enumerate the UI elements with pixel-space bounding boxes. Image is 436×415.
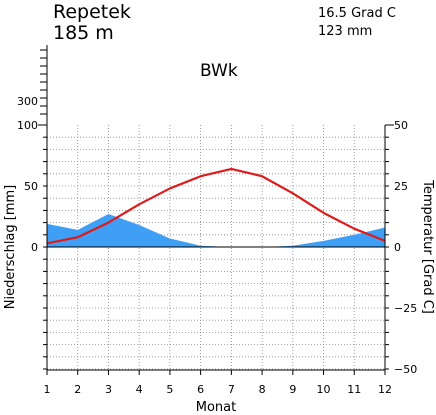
- axes: [38, 45, 394, 375]
- left-tick-label: 100: [17, 119, 38, 132]
- station-elevation: 185 m: [53, 22, 114, 44]
- annual-temperature: 16.5 Grad C: [318, 6, 396, 21]
- month-tick-label: 5: [166, 383, 173, 396]
- left-tick-label: 50: [24, 180, 38, 193]
- right-tick-label: 0: [394, 241, 401, 254]
- right-tick-label: 25: [394, 180, 408, 193]
- month-tick-label: 8: [259, 383, 266, 396]
- precipitation-area: [47, 214, 385, 247]
- grid: [47, 125, 385, 370]
- precipitation-fill: [47, 214, 385, 247]
- month-tick-label: 1: [44, 383, 51, 396]
- month-tick-label: 12: [378, 383, 392, 396]
- right-tick-label: −50: [394, 363, 417, 376]
- annual-precipitation: 123 mm: [318, 24, 372, 39]
- month-tick-label: 6: [197, 383, 204, 396]
- y-axis-label-right: Temperatur [Grad C]: [420, 179, 435, 314]
- month-tick-label: 2: [74, 383, 81, 396]
- month-tick-label: 9: [289, 383, 296, 396]
- station-name: Repetek: [53, 1, 131, 23]
- climate-classification: BWk: [200, 61, 238, 81]
- left-tick-label: 300: [17, 95, 38, 108]
- x-axis-label: Monat: [196, 400, 236, 415]
- right-tick-label: −25: [394, 302, 417, 315]
- month-tick-label: 10: [317, 383, 331, 396]
- left-tick-label: 0: [31, 241, 38, 254]
- month-tick-label: 7: [228, 383, 235, 396]
- right-tick-label: 50: [394, 119, 408, 132]
- temperature-line: [46, 167, 386, 245]
- temperature-polyline: [46, 167, 386, 245]
- month-tick-label: 3: [105, 383, 112, 396]
- month-tick-label: 4: [136, 383, 143, 396]
- y-axis-label-left: Niederschlag [mm]: [3, 185, 18, 310]
- month-tick-label: 11: [347, 383, 361, 396]
